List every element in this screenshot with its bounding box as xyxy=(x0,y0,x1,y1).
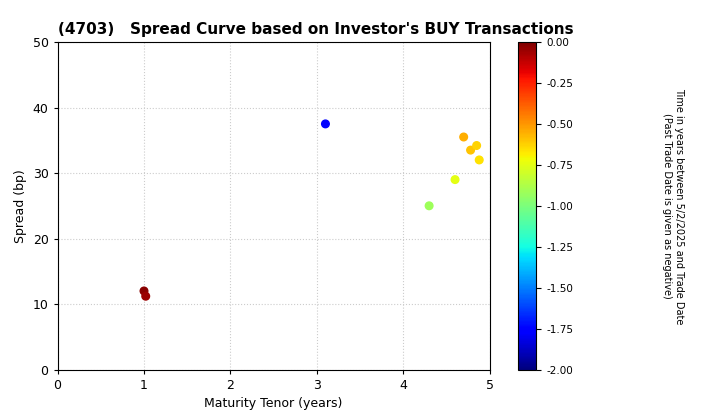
Point xyxy=(423,202,435,209)
Point xyxy=(458,134,469,140)
X-axis label: Maturity Tenor (years): Maturity Tenor (years) xyxy=(204,397,343,410)
Y-axis label: Spread (bp): Spread (bp) xyxy=(14,169,27,243)
Point xyxy=(138,288,150,294)
Point xyxy=(140,293,151,299)
Point xyxy=(449,176,461,183)
Y-axis label: Time in years between 5/2/2025 and Trade Date
(Past Trade Date is given as negat: Time in years between 5/2/2025 and Trade… xyxy=(662,88,684,324)
Point xyxy=(474,157,485,163)
Point xyxy=(465,147,477,153)
Text: (4703)   Spread Curve based on Investor's BUY Transactions: (4703) Spread Curve based on Investor's … xyxy=(58,22,573,37)
Point xyxy=(320,121,331,127)
Point xyxy=(471,142,482,149)
